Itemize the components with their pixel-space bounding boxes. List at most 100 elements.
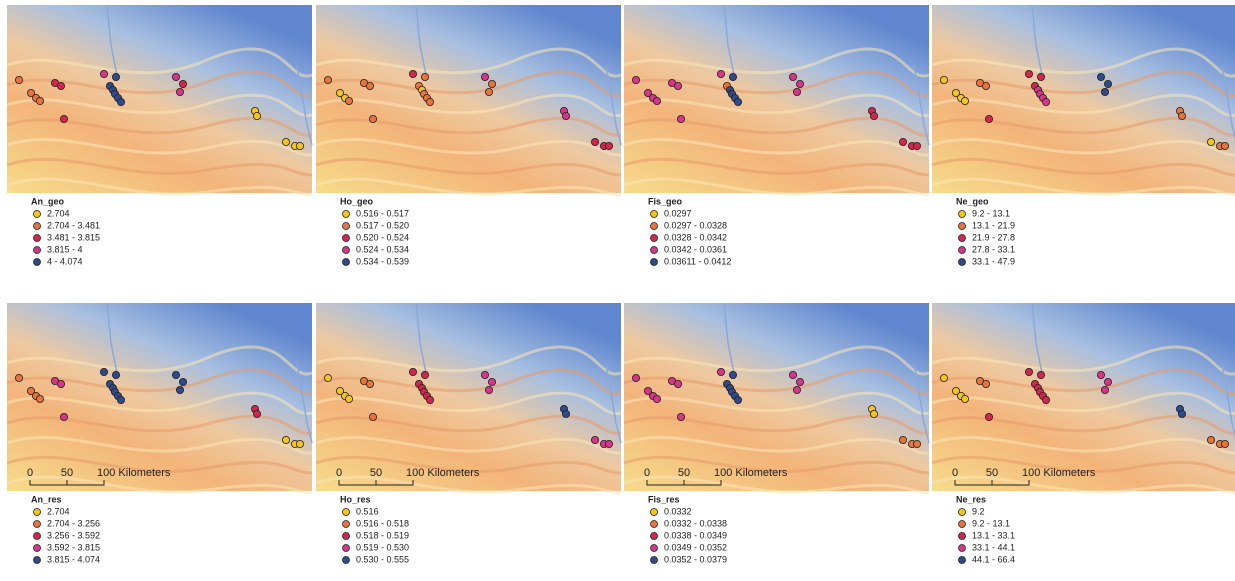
site-point (985, 115, 992, 122)
site-point (605, 440, 612, 447)
legend-swatch (651, 509, 658, 516)
legend-swatch (343, 545, 350, 552)
site-point (253, 112, 260, 119)
legend-swatch (34, 259, 41, 266)
site-point (1221, 440, 1228, 447)
site-point (562, 410, 569, 417)
site-point (961, 97, 968, 104)
legend-label: 0.517 - 0.520 (356, 220, 409, 230)
legend-swatch (651, 259, 658, 266)
site-point (253, 410, 260, 417)
site-point (940, 76, 947, 83)
site-point (36, 97, 43, 104)
site-point (796, 378, 803, 385)
legend-swatch (34, 211, 41, 218)
site-point (324, 76, 331, 83)
site-point (369, 115, 376, 122)
site-point (677, 115, 684, 122)
legend-label: 3.256 - 3.592 (47, 530, 100, 540)
legend-label: 2.704 (47, 208, 70, 218)
site-point (717, 70, 724, 77)
figure: An_geo2.7042.704 - 3.4813.481 - 3.8153.8… (0, 0, 1235, 576)
legend-title: Ho_geo (340, 196, 374, 206)
legend-label: 0.0342 - 0.0361 (664, 244, 727, 254)
legend-swatch (343, 235, 350, 242)
site-point (15, 374, 22, 381)
legend-swatch (343, 211, 350, 218)
site-point (789, 371, 796, 378)
site-point (179, 80, 186, 87)
site-point (1104, 80, 1111, 87)
legend-label: 44.1 - 66.4 (972, 554, 1015, 564)
site-point (366, 82, 373, 89)
site-point (793, 386, 800, 393)
site-point (1221, 142, 1228, 149)
site-point (1178, 112, 1185, 119)
legend-label: 0.516 - 0.517 (356, 208, 409, 218)
site-point (112, 371, 119, 378)
legend-swatch (34, 557, 41, 564)
site-point (674, 380, 681, 387)
legend-label: 3.592 - 3.815 (47, 542, 100, 552)
site-point (345, 395, 352, 402)
legend-label: 0.530 - 0.555 (356, 554, 409, 564)
site-point (605, 142, 612, 149)
legend-label: 0.0297 (664, 208, 692, 218)
legend-title: Fis_geo (648, 196, 683, 206)
site-point (481, 371, 488, 378)
site-point (324, 374, 331, 381)
legend-title: An_geo (31, 196, 65, 206)
site-point (481, 73, 488, 80)
site-point (1037, 73, 1044, 80)
legend: Ne_res9.29.2 - 13.113.1 - 33.133.1 - 44.… (956, 494, 1015, 564)
scale-label: 0 (336, 467, 342, 479)
site-point (60, 115, 67, 122)
site-point (100, 70, 107, 77)
site-point (112, 73, 119, 80)
legend-swatch (651, 533, 658, 540)
map-panel: 050100 Kilometers (624, 303, 929, 493)
legend-swatch (959, 223, 966, 230)
site-point (282, 138, 289, 145)
site-point (1104, 378, 1111, 385)
scale-label: 50 (370, 467, 382, 479)
site-point (796, 80, 803, 87)
legend: An_res2.7042.704 - 3.2563.256 - 3.5923.5… (31, 494, 100, 564)
site-point (409, 70, 416, 77)
legend-swatch (343, 259, 350, 266)
legend-swatch (959, 509, 966, 516)
site-point (899, 436, 906, 443)
legend-label: 2.704 - 3.256 (47, 518, 100, 528)
scale-label: 0 (27, 467, 33, 479)
site-point (982, 82, 989, 89)
site-point (296, 142, 303, 149)
site-point (591, 138, 598, 145)
legend-label: 0.524 - 0.534 (356, 244, 409, 254)
site-point (1042, 98, 1049, 105)
legend-swatch (651, 521, 658, 528)
site-point (100, 368, 107, 375)
site-point (426, 396, 433, 403)
legend-label: 0.518 - 0.519 (356, 530, 409, 540)
site-point (57, 380, 64, 387)
legend: Ho_geo0.516 - 0.5170.517 - 0.5200.520 - … (340, 196, 409, 266)
legend-label: 9.2 - 13.1 (972, 208, 1010, 218)
legend-label: 0.534 - 0.539 (356, 256, 409, 266)
legend-title: An_res (31, 494, 62, 504)
legend-title: Ne_geo (956, 196, 989, 206)
site-point (117, 98, 124, 105)
site-point (488, 378, 495, 385)
legend-swatch (343, 509, 350, 516)
legend-swatch (959, 211, 966, 218)
site-point (1178, 410, 1185, 417)
map-panel: 050100 Kilometers (932, 303, 1235, 493)
legend-label: 0.0338 - 0.0349 (664, 530, 727, 540)
site-point (1037, 371, 1044, 378)
legend-label: 0.0297 - 0.0328 (664, 220, 727, 230)
site-point (409, 368, 416, 375)
legend-swatch (343, 247, 350, 254)
site-point (369, 413, 376, 420)
site-point (172, 73, 179, 80)
legend-label: 3.481 - 3.815 (47, 232, 100, 242)
